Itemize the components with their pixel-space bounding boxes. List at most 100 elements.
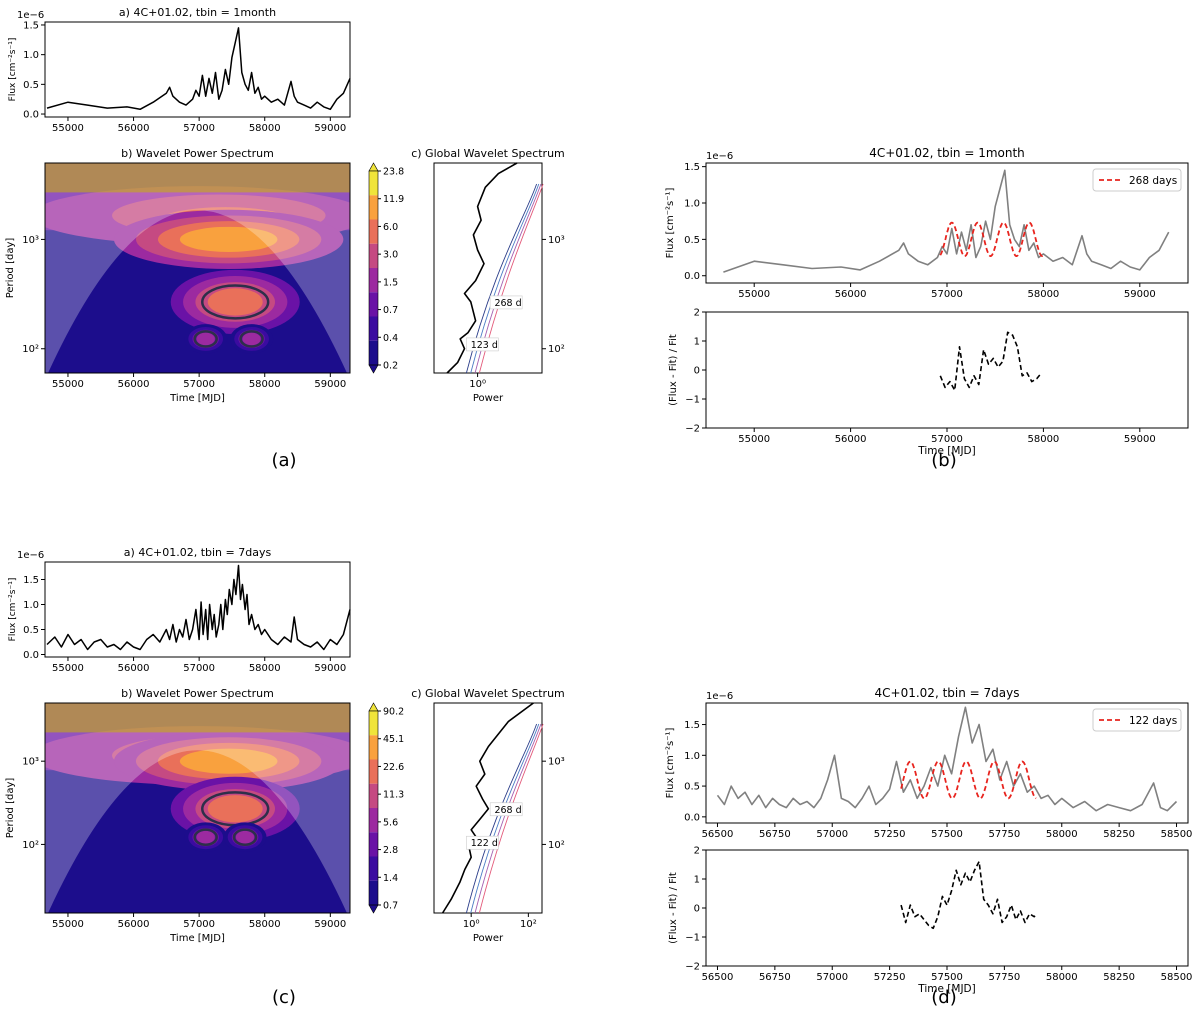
d_fit-legend-label: 122 days bbox=[1129, 715, 1177, 727]
c_global-significance-line bbox=[478, 723, 544, 914]
d_fit-xtick-label: 56750 bbox=[759, 829, 791, 840]
a_lightcurve-title: a) 4C+01.02, tbin = 1month bbox=[119, 6, 276, 19]
b_resid-xtick-label: 55000 bbox=[738, 434, 770, 445]
c_wavelet: 55000 56000 57000 58000 59000 10² 10³ b) Wavele… bbox=[5, 687, 404, 944]
c_global-ytick-label: 10² bbox=[548, 840, 565, 851]
c_global-significance-line bbox=[470, 723, 540, 914]
a_lightcurve-xtick-label: 58000 bbox=[249, 123, 281, 134]
c_wavelet-title: b) Wavelet Power Spectrum bbox=[121, 687, 274, 700]
b_fit-ytick-label: 0.5 bbox=[684, 235, 700, 246]
c_wavelet-colorbar-frame bbox=[368, 710, 379, 906]
a_wavelet-colorbar-label: 23.8 bbox=[383, 167, 404, 178]
a_global-frame bbox=[433, 162, 543, 374]
c_wavelet-colorbar-label: 5.6 bbox=[383, 817, 398, 828]
a_wavelet-colorbar-seg bbox=[369, 219, 378, 244]
c_global: 10⁰ 10² 10² 10³ c) Global Wavelet Spectrum Po… bbox=[411, 687, 565, 944]
c_wavelet-xtick-label: 56000 bbox=[118, 919, 150, 930]
b_fit-ytick-label: 0.0 bbox=[684, 271, 700, 282]
c_wavelet-xtick-label: 58000 bbox=[249, 919, 281, 930]
c_lightcurve-xtick-label: 56000 bbox=[118, 663, 150, 674]
a_wavelet-colorbar-seg bbox=[369, 268, 378, 293]
a_wavelet-colorbar-label: 1.5 bbox=[383, 277, 398, 288]
c_global-annotation-box bbox=[466, 835, 499, 850]
b_resid-ytick-label: 0 bbox=[694, 366, 700, 377]
a_wavelet-ylabel: Period [day] bbox=[5, 238, 16, 299]
c_global-title: c) Global Wavelet Spectrum bbox=[411, 687, 565, 700]
c_wavelet-blob bbox=[179, 748, 278, 774]
b_fit-xtick-label: 58000 bbox=[1027, 289, 1059, 300]
a_global-annotation: 123 d bbox=[471, 340, 498, 351]
d_resid-ytick-label: 0 bbox=[694, 904, 700, 915]
a_global-annotation-box bbox=[489, 295, 523, 310]
a_wavelet-colorbar-label: 0.4 bbox=[383, 333, 398, 344]
d_fit-xtick-label: 57750 bbox=[988, 829, 1020, 840]
b_fit-fit-line bbox=[939, 221, 1044, 258]
b_fit-legend bbox=[1092, 168, 1182, 192]
a_global-annotation-box bbox=[466, 337, 499, 352]
c_wavelet-colorbar-seg bbox=[369, 880, 378, 905]
d_fit-ytick-label: 0.5 bbox=[684, 782, 700, 793]
b_fit-multiplier: 1e−6 bbox=[706, 151, 733, 162]
d_fit-legend bbox=[1092, 708, 1182, 732]
a_lightcurve-xtick-label: 56000 bbox=[118, 123, 150, 134]
d_fit-xtick-label: 57250 bbox=[874, 829, 906, 840]
a_wavelet-xlabel: Time [MJD] bbox=[169, 393, 225, 404]
c_global-annotation: 268 d bbox=[494, 805, 521, 816]
d_resid-xlabel: Time [MJD] bbox=[917, 983, 975, 995]
b_fit-xtick-label: 55000 bbox=[738, 289, 770, 300]
c_global-line bbox=[441, 702, 534, 914]
c_wavelet-blob bbox=[196, 830, 215, 844]
a_wavelet-colorbar-seg bbox=[369, 292, 378, 317]
a_wavelet-blob bbox=[207, 288, 263, 316]
a_wavelet-significance-contour bbox=[201, 284, 270, 320]
panel-label-c: (c) bbox=[272, 987, 296, 1008]
b_fit-ytick-label: 1.5 bbox=[684, 162, 700, 173]
a_wavelet-blob bbox=[242, 332, 261, 346]
a_wavelet-colorbar-seg bbox=[369, 195, 378, 220]
d_fit-title: 4C+01.02, tbin = 7days bbox=[875, 686, 1020, 700]
c_global-significance-line bbox=[465, 723, 538, 914]
c_lightcurve-xtick-label: 59000 bbox=[314, 663, 346, 674]
a_lightcurve-xtick-label: 57000 bbox=[183, 123, 215, 134]
b_resid-xtick-label: 56000 bbox=[835, 434, 867, 445]
a_lightcurve-ytick-label: 1.5 bbox=[23, 20, 39, 31]
a_wavelet-coi-top bbox=[45, 163, 350, 193]
c_wavelet-colorbar-label: 2.8 bbox=[383, 845, 398, 856]
panel-label-a: (a) bbox=[271, 450, 296, 471]
a_global-significance-line bbox=[465, 183, 538, 374]
a_global-xtick-label: 10⁰ bbox=[469, 379, 486, 390]
a_wavelet-colorbar-seg bbox=[369, 340, 378, 365]
a_wavelet-colorbar-label: 11.9 bbox=[383, 194, 404, 205]
b_fit-title: 4C+01.02, tbin = 1month bbox=[869, 146, 1025, 160]
c_global-xtick-label: 10⁰ bbox=[463, 919, 480, 930]
c_wavelet-significance-contour bbox=[232, 828, 258, 847]
c_wavelet-colorbar-label: 1.4 bbox=[383, 873, 398, 884]
c_global-annotation-box bbox=[489, 802, 523, 817]
c_wavelet-blob bbox=[235, 830, 255, 844]
a_wavelet-colorbar-seg bbox=[369, 171, 378, 196]
c_lightcurve-ytick-label: 0.5 bbox=[23, 625, 39, 636]
b_resid-ytick-label: 1 bbox=[694, 337, 700, 348]
c_wavelet-colorbar-seg bbox=[369, 711, 378, 736]
b_fit-ytick-label: 1.0 bbox=[684, 199, 700, 210]
a_wavelet-title: b) Wavelet Power Spectrum bbox=[121, 147, 274, 160]
d_resid-line bbox=[900, 860, 1038, 930]
c_lightcurve-ytick-label: 0.0 bbox=[23, 650, 39, 661]
d_fit-multiplier: 1e−6 bbox=[706, 691, 733, 702]
d_resid: 56500 56750 57000 57250 57500 57750 58000 58250… bbox=[668, 846, 1192, 996]
a_lightcurve-ytick-label: 0.5 bbox=[23, 80, 39, 91]
d_fit-fit-line bbox=[900, 760, 1037, 800]
c_global-ytick-label: 10³ bbox=[548, 757, 565, 768]
a_wavelet-xtick-label: 57000 bbox=[183, 379, 215, 390]
c_wavelet-colorbar-label: 90.2 bbox=[383, 707, 404, 718]
d_fit-xtick-label: 57000 bbox=[816, 829, 848, 840]
d_fit-xtick-label: 56500 bbox=[702, 829, 734, 840]
a_wavelet-ytick-label: 10² bbox=[22, 344, 39, 355]
a_global-significance-line bbox=[478, 183, 544, 374]
c_wavelet-colorbar-seg bbox=[369, 759, 378, 784]
c_wavelet-blob bbox=[207, 795, 263, 823]
c_wavelet-ytick-label: 10³ bbox=[22, 757, 39, 768]
d_resid-ytick-label: −2 bbox=[685, 962, 700, 973]
d_resid-xtick-label: 57250 bbox=[874, 972, 906, 983]
d_fit-xtick-label: 58250 bbox=[1103, 829, 1135, 840]
